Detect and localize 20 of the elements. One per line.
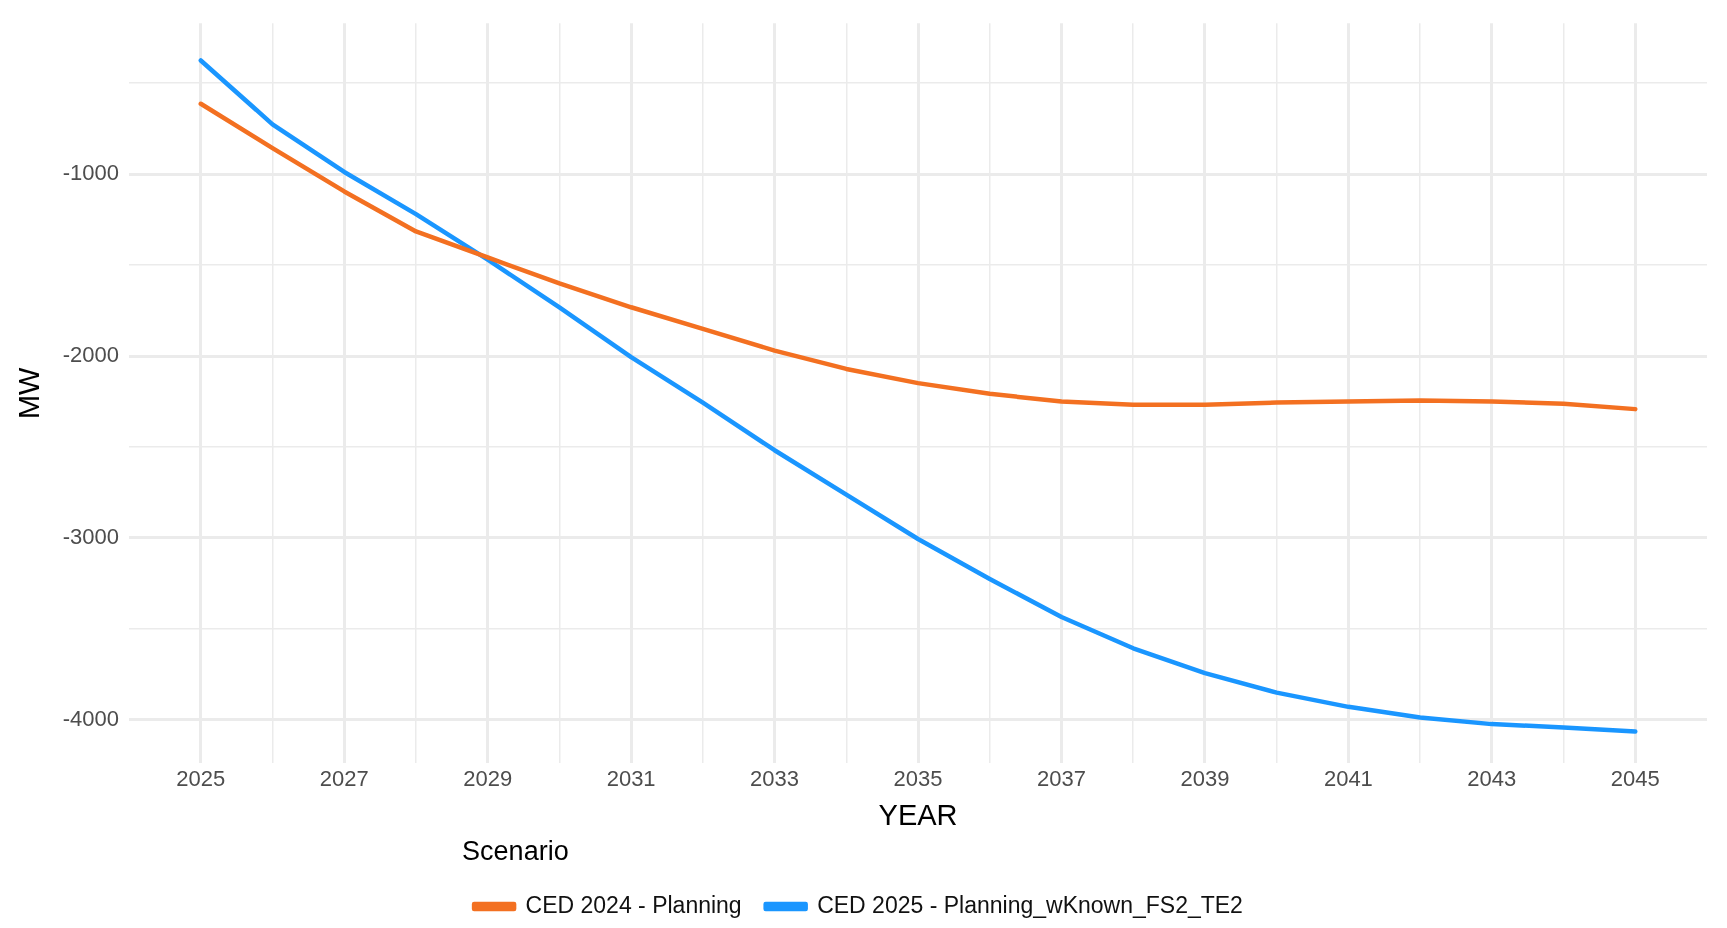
y-axis-title: MW	[13, 366, 46, 420]
x-tick-label: 2025	[176, 765, 226, 791]
x-tick-label: 2031	[606, 765, 656, 791]
x-tick-label: 2045	[1610, 765, 1660, 791]
x-tick-label: 2027	[319, 765, 369, 791]
legend-title: Scenario	[462, 835, 569, 866]
y-tick-label: -3000	[62, 523, 120, 549]
y-tick-label: -4000	[62, 705, 120, 731]
legend-label: CED 2025 - Planning_wKnown_FS2_TE2	[817, 891, 1243, 918]
legend-label: CED 2024 - Planning	[525, 891, 742, 918]
x-tick-label: 2037	[1037, 765, 1086, 791]
y-tick-label: -1000	[62, 160, 120, 186]
x-tick-label: 2039	[1180, 765, 1230, 791]
x-tick-label: 2035	[893, 765, 943, 791]
x-tick-label: 2041	[1323, 765, 1373, 791]
x-axis-title: YEAR	[878, 799, 958, 832]
x-tick-label: 2029	[463, 765, 513, 791]
y-tick-label: -2000	[62, 342, 120, 368]
x-tick-label: 2033	[750, 765, 800, 791]
x-tick-label: 2043	[1467, 765, 1517, 791]
